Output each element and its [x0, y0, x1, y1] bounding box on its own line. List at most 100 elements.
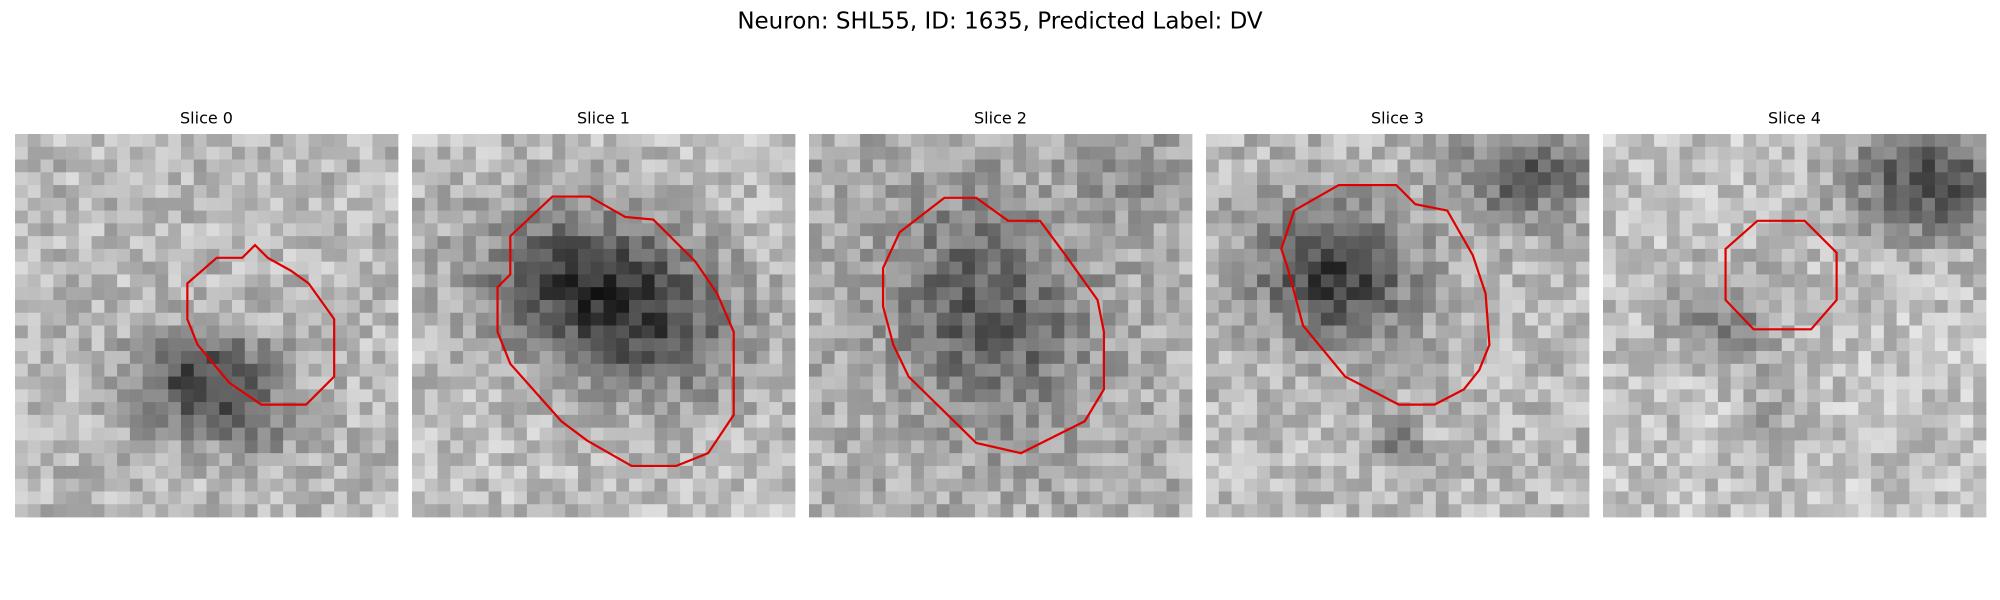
pixel [53, 338, 67, 352]
pixel [1102, 312, 1116, 326]
pixel [731, 248, 745, 263]
pixel [1269, 159, 1283, 173]
pixel [1089, 389, 1104, 403]
pixel [1166, 440, 1180, 454]
pixel [424, 261, 438, 275]
pixel [475, 146, 489, 160]
pixel [180, 185, 195, 199]
pixel [654, 427, 668, 441]
pixel [359, 440, 373, 454]
pixel [193, 491, 207, 505]
pixel [552, 440, 566, 454]
pixel [718, 261, 732, 275]
pixel [1615, 146, 1629, 160]
pixel [1231, 223, 1245, 237]
pixel [565, 478, 579, 492]
pixel [450, 440, 464, 454]
pixel [834, 504, 848, 518]
pixel [1615, 478, 1629, 492]
pixel [1397, 261, 1411, 275]
slice-image [412, 134, 796, 518]
pixel [860, 338, 874, 352]
pixel [1448, 248, 1462, 263]
pixel [168, 389, 182, 403]
pixel [1448, 312, 1462, 326]
pixel [1550, 185, 1564, 199]
pixel [987, 478, 1001, 492]
pixel [949, 453, 963, 467]
pixel [206, 376, 220, 390]
pixel [1820, 223, 1834, 237]
pixel [1461, 504, 1475, 518]
pixel [257, 389, 271, 403]
pixel [372, 351, 386, 365]
pixel [603, 363, 617, 377]
pixel [1960, 363, 1974, 377]
pixel [129, 146, 144, 160]
pixel [232, 427, 246, 441]
pixel [142, 312, 156, 326]
pixel [756, 465, 770, 480]
pixel [603, 236, 617, 250]
pixel [641, 440, 655, 454]
pixel [1909, 287, 1923, 301]
pixel [1717, 491, 1732, 505]
pixel [1896, 172, 1910, 186]
pixel [1666, 351, 1680, 365]
pixel [974, 197, 989, 211]
pixel [295, 146, 310, 160]
pixel [885, 248, 899, 263]
pixel [283, 287, 297, 301]
pixel [1179, 236, 1193, 250]
pixel [1563, 427, 1577, 441]
pixel [654, 185, 668, 199]
pixel [911, 325, 925, 339]
pixel [1231, 491, 1245, 505]
pixel [1512, 134, 1526, 148]
pixel [334, 376, 348, 390]
pixel [53, 402, 67, 416]
pixel [1820, 440, 1834, 454]
pixel [1115, 159, 1129, 173]
pixel [1346, 351, 1360, 365]
pixel [1615, 453, 1629, 467]
pixel [872, 376, 886, 390]
pixel [692, 146, 707, 160]
pixel [577, 223, 592, 237]
pixel [1371, 351, 1386, 365]
pixel [1320, 414, 1335, 429]
pixel [1384, 414, 1398, 429]
pixel [1871, 197, 1885, 211]
pixel [1641, 261, 1655, 275]
pixel [949, 376, 963, 390]
pixel [1397, 325, 1411, 339]
pixel [923, 299, 938, 314]
pixel [334, 453, 348, 467]
pixel [1218, 236, 1232, 250]
pixel [1525, 402, 1539, 416]
pixel [1206, 299, 1220, 314]
pixel [257, 274, 271, 288]
pixel [1499, 465, 1513, 480]
pixel [782, 172, 796, 186]
pixel [359, 363, 373, 377]
pixel [78, 427, 92, 441]
pixel [1153, 261, 1167, 275]
pixel [78, 197, 92, 211]
pixel [539, 351, 553, 365]
pixel [756, 491, 770, 505]
pixel [629, 172, 643, 186]
pixel [1768, 146, 1783, 160]
pixel [821, 414, 835, 429]
pixel [308, 427, 322, 441]
pixel [731, 427, 745, 441]
pixel [1705, 389, 1719, 403]
pixel [1820, 453, 1834, 467]
pixel [1512, 197, 1526, 211]
pixel [1410, 389, 1424, 403]
pixel [219, 363, 233, 377]
pixel [1077, 299, 1091, 314]
pixel [692, 287, 707, 301]
pixel [295, 134, 310, 148]
pixel [117, 351, 131, 365]
